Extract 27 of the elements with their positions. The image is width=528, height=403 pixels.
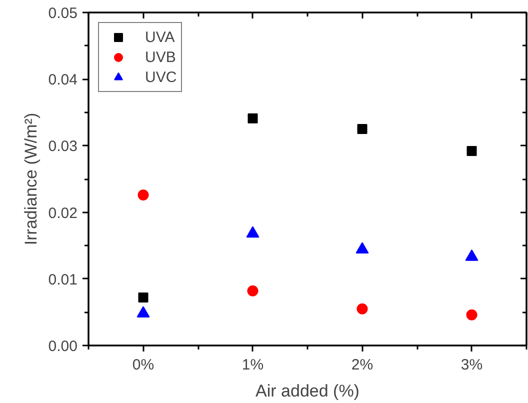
point xyxy=(138,292,148,303)
point xyxy=(248,113,258,124)
point xyxy=(466,309,478,320)
point xyxy=(466,146,477,156)
point xyxy=(356,242,369,254)
legend-label: UVB xyxy=(145,48,176,66)
x-tick-label: 2% xyxy=(351,356,374,374)
x-tick-label: 3% xyxy=(460,356,483,374)
y-tick-label: 0.03 xyxy=(48,138,78,156)
y-tick-label: 0.02 xyxy=(48,204,78,222)
y-tick-label: 0.04 xyxy=(48,72,78,89)
y-tick-label: 0.01 xyxy=(48,271,78,288)
point xyxy=(136,306,150,318)
x-axis-title: Air added (%) xyxy=(256,382,360,400)
point xyxy=(357,124,368,134)
x-tick-label: 0% xyxy=(132,356,154,374)
legend-label: UVC xyxy=(145,68,177,86)
point xyxy=(247,285,258,296)
y-tick-label: 0.00 xyxy=(48,338,78,355)
point xyxy=(138,189,149,200)
y-tick-label: 0.05 xyxy=(48,5,78,22)
legend-label: UVA xyxy=(145,28,175,46)
point xyxy=(465,249,478,261)
point xyxy=(356,303,368,314)
y-axis-title: Irradiance (W/m²) xyxy=(21,112,40,246)
x-tick-label: 1% xyxy=(242,356,264,374)
point xyxy=(246,226,260,238)
